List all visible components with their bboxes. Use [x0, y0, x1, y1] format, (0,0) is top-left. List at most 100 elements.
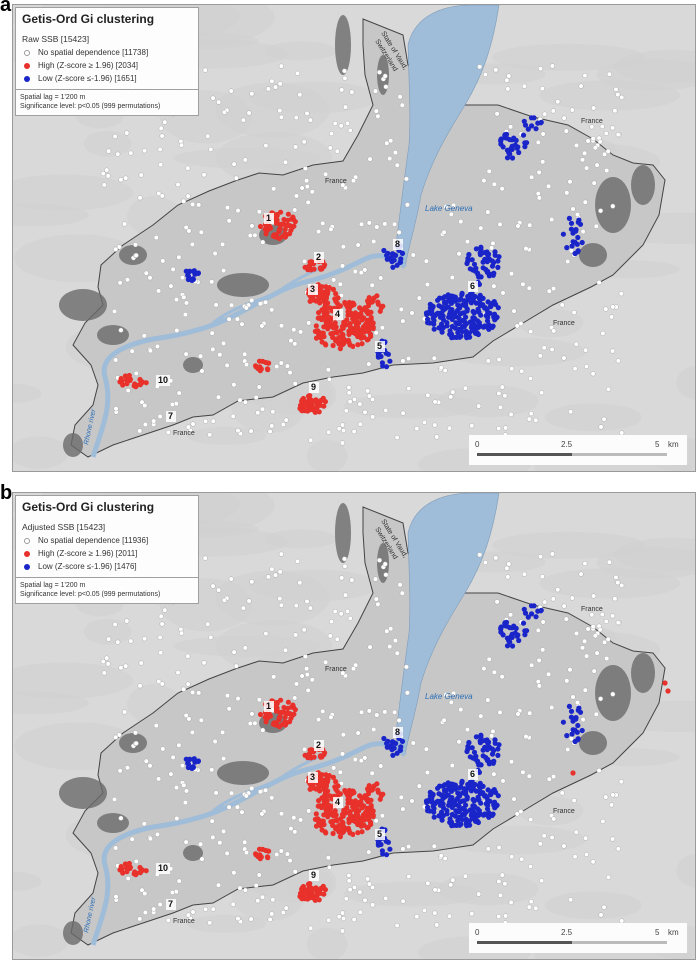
point-high [350, 343, 356, 349]
point-high [340, 324, 346, 330]
point-no-dependence [179, 763, 185, 769]
point-low [579, 239, 585, 246]
map-panel-a[interactable]: 1 2 3 4 5 6 7 8 9 10 Lake Geneva Rhone river State o… [12, 4, 696, 472]
point-no-dependence [375, 113, 381, 119]
point-high [323, 342, 329, 348]
point-low [427, 808, 433, 814]
point-no-dependence [523, 734, 529, 740]
point-low [453, 334, 459, 340]
point-no-dependence [366, 393, 372, 399]
point-low [470, 755, 476, 761]
point-high [356, 808, 362, 814]
point-no-dependence [496, 878, 502, 884]
point-no-dependence [564, 190, 570, 196]
point-no-dependence [357, 889, 363, 895]
point-high [359, 805, 365, 811]
point-low [509, 155, 516, 161]
point-no-dependence [237, 885, 243, 891]
point-no-dependence [277, 569, 283, 575]
point-no-dependence [604, 167, 610, 173]
point-high [290, 214, 296, 220]
legend-subtitle: Adjusted SSB [15423] [22, 522, 106, 532]
point-high [126, 372, 132, 379]
point-no-dependence [567, 667, 573, 673]
point-no-dependence [260, 727, 266, 733]
point-no-dependence [170, 754, 176, 760]
point-no-dependence [347, 887, 353, 893]
point-no-dependence [447, 425, 453, 431]
point-no-dependence [569, 595, 575, 601]
point-no-dependence [500, 290, 506, 296]
point-no-dependence [221, 828, 227, 834]
relief-shade [545, 403, 642, 432]
relief-shade [596, 59, 695, 91]
point-no-dependence [592, 633, 598, 639]
point-no-dependence [295, 70, 301, 76]
point-low [490, 811, 496, 817]
legend-note-significance: Significance level: p<0.05 (999 permutat… [20, 591, 161, 598]
map-panel-b[interactable]: 1 2 3 4 5 6 7 8 9 10 Lake Geneva Rhone river State o… [12, 492, 696, 960]
point-high [356, 314, 362, 320]
point-no-dependence [301, 139, 307, 145]
point-no-dependence [340, 670, 346, 676]
point-no-dependence [397, 582, 403, 588]
point-high [337, 791, 343, 797]
point-low [521, 118, 527, 124]
point-no-dependence [183, 224, 189, 230]
point-high [314, 893, 320, 899]
point-no-dependence [340, 422, 346, 428]
point-high [325, 776, 331, 782]
point-no-dependence [597, 139, 603, 145]
point-no-dependence [226, 218, 232, 224]
point-no-dependence [491, 283, 497, 289]
point-no-dependence [406, 874, 412, 880]
point-low [435, 310, 441, 316]
point-no-dependence [494, 111, 500, 117]
relief-shade [545, 891, 642, 920]
point-no-dependence [528, 376, 534, 382]
point-low [569, 243, 575, 249]
cluster-label-bg [375, 341, 385, 352]
point-no-dependence [168, 771, 174, 777]
point-no-dependence [156, 678, 162, 684]
point-low [572, 727, 578, 733]
point-no-dependence [399, 102, 405, 108]
point-low [472, 330, 478, 336]
point-no-dependence [604, 655, 610, 661]
point-low [460, 790, 466, 796]
point-no-dependence [486, 656, 492, 662]
point-no-dependence [124, 130, 130, 136]
point-low [459, 778, 465, 784]
point-no-dependence [270, 409, 276, 415]
point-high [257, 223, 264, 230]
point-no-dependence [499, 872, 505, 878]
point-low [573, 716, 579, 722]
point-no-dependence [259, 894, 265, 900]
point-no-dependence [346, 873, 352, 879]
point-no-dependence [377, 557, 383, 563]
point-no-dependence [404, 202, 410, 208]
point-no-dependence [422, 907, 428, 913]
point-no-dependence [242, 645, 248, 651]
point-high [120, 870, 126, 876]
point-no-dependence [123, 663, 129, 669]
point-no-dependence [113, 845, 119, 851]
point-low [528, 115, 535, 121]
point-low [466, 739, 472, 746]
point-no-dependence [582, 638, 588, 644]
point-no-dependence [609, 314, 615, 320]
point-no-dependence [578, 571, 584, 577]
point-no-dependence [526, 773, 532, 779]
point-no-dependence [366, 708, 372, 714]
point-no-dependence [541, 345, 547, 351]
relief-shade [13, 383, 42, 403]
point-low [458, 821, 464, 827]
point-no-dependence [561, 603, 567, 609]
point-no-dependence [340, 244, 346, 250]
point-no-dependence [160, 258, 166, 264]
point-no-dependence [253, 883, 259, 889]
point-no-dependence [555, 99, 561, 105]
point-no-dependence [159, 193, 165, 199]
